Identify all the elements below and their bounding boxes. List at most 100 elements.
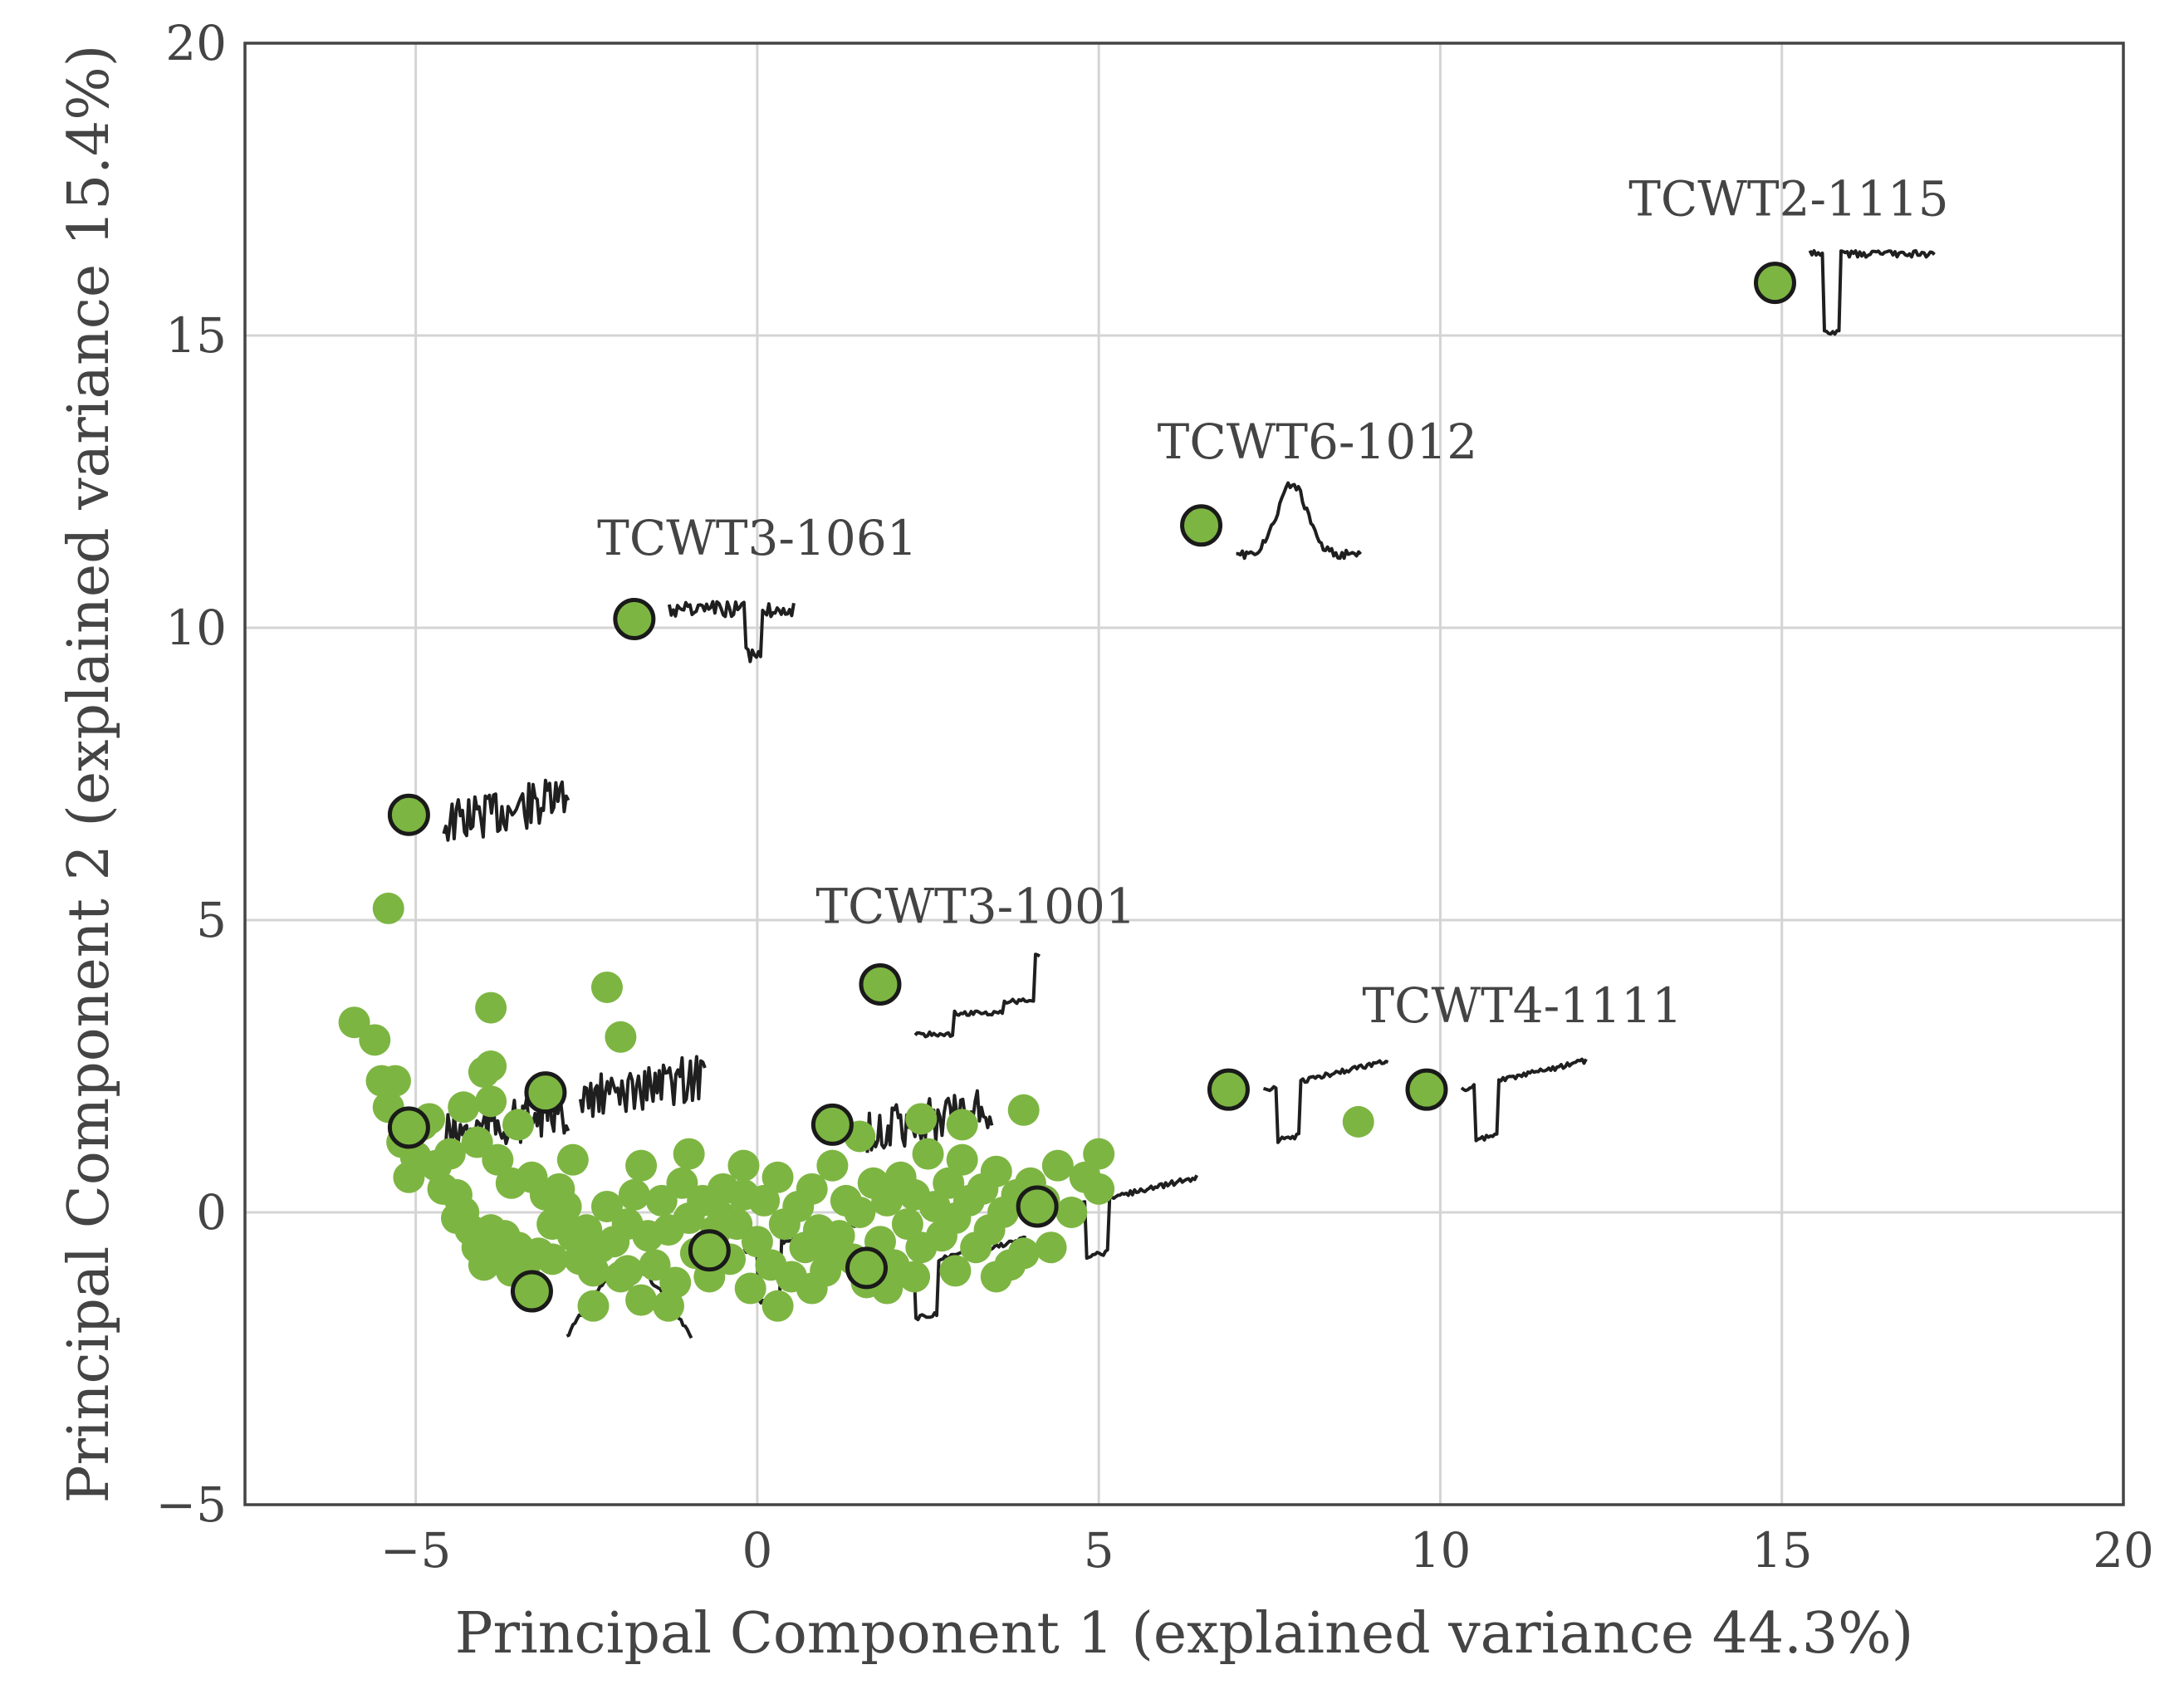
y-tick-label: 0 <box>196 1184 227 1241</box>
x-tick-label: −5 <box>380 1522 452 1579</box>
data-point <box>372 892 404 924</box>
x-tick-label: 5 <box>1084 1522 1114 1579</box>
data-point <box>905 1103 938 1135</box>
plot-frame <box>243 42 2125 1506</box>
point-annotation: TCWT2-1115 <box>1628 171 1948 228</box>
outlined-data-point <box>387 793 430 836</box>
signal-trace <box>913 952 1041 1039</box>
data-point <box>666 1167 698 1199</box>
data-point <box>359 1024 391 1056</box>
point-annotation: TCWT6-1012 <box>1158 414 1477 470</box>
data-point <box>605 1021 637 1053</box>
signal-trace <box>1070 1174 1199 1261</box>
data-point <box>502 1109 535 1141</box>
signal-trace <box>1236 481 1363 561</box>
data-point <box>1007 1237 1040 1270</box>
signal-trace <box>1808 249 1936 336</box>
x-tick-label: 15 <box>1751 1522 1813 1579</box>
outlined-data-point <box>1180 504 1223 547</box>
data-point <box>550 1190 582 1222</box>
data-point <box>448 1091 480 1124</box>
point-annotation: TCWT4-1111 <box>1362 977 1682 1034</box>
y-tick-label: 20 <box>165 15 227 71</box>
outlined-data-point <box>810 1103 854 1146</box>
y-tick-label: 15 <box>165 307 227 364</box>
data-point <box>1035 1231 1067 1264</box>
y-tick-label: 5 <box>196 892 227 948</box>
data-point <box>625 1284 658 1316</box>
data-point <box>379 1065 411 1097</box>
outlined-data-point <box>510 1270 553 1313</box>
x-tick-label: 20 <box>2093 1522 2154 1579</box>
data-point <box>1041 1149 1074 1182</box>
outlined-data-point <box>1754 262 1797 305</box>
data-point <box>891 1208 923 1241</box>
data-point <box>734 1272 766 1305</box>
annotation-layer: TCWT2-1115 TCWT6-1012 TCWT3-1061 TCWT3-1001… <box>597 171 1949 1035</box>
point-layer <box>338 262 1797 1322</box>
data-point <box>536 1243 569 1275</box>
signal-trace <box>578 1055 707 1119</box>
data-point <box>433 1138 466 1170</box>
signal-trace <box>442 778 570 842</box>
data-point <box>912 1138 944 1170</box>
outlined-data-point <box>859 962 902 1006</box>
data-point <box>618 1178 650 1211</box>
data-point <box>1055 1197 1088 1228</box>
signal-trace <box>442 1090 570 1155</box>
outlined-data-point <box>845 1246 889 1290</box>
outlined-data-point <box>613 597 656 640</box>
data-point <box>652 1290 684 1322</box>
signal-trace <box>1262 1059 1389 1144</box>
data-point <box>844 1197 876 1228</box>
data-point <box>440 1202 473 1235</box>
data-point <box>761 1290 794 1322</box>
data-point <box>590 971 623 1003</box>
data-point <box>590 1190 623 1222</box>
data-point <box>796 1173 828 1205</box>
data-point <box>761 1161 794 1193</box>
data-point <box>475 991 507 1024</box>
data-point <box>556 1143 589 1176</box>
data-point <box>946 1109 978 1141</box>
data-point <box>816 1237 849 1270</box>
data-point <box>980 1155 1012 1187</box>
tick-label-layer: −5 0 5 10 15 20 −5 0 5 10 15 20 <box>156 15 2154 1579</box>
data-point <box>1083 1173 1115 1205</box>
data-point <box>393 1161 425 1193</box>
data-point <box>1007 1094 1040 1126</box>
data-point <box>980 1261 1012 1293</box>
x-tick-label: 0 <box>742 1522 772 1579</box>
data-point <box>475 1085 507 1118</box>
y-tick-label: 10 <box>165 600 227 656</box>
data-point <box>939 1255 972 1287</box>
data-point <box>933 1167 965 1199</box>
outlined-data-point <box>387 1106 430 1149</box>
data-point <box>495 1167 527 1199</box>
data-point <box>475 1050 507 1082</box>
data-point <box>871 1184 903 1217</box>
data-point <box>946 1143 978 1176</box>
signal-trace <box>1460 1057 1588 1143</box>
data-point <box>577 1290 610 1322</box>
data-point <box>1342 1105 1374 1138</box>
data-point <box>741 1226 773 1258</box>
data-point <box>639 1249 671 1281</box>
data-point <box>727 1149 760 1182</box>
data-point <box>611 1255 644 1287</box>
data-point <box>625 1149 658 1182</box>
x-tick-label: 10 <box>1410 1522 1472 1579</box>
outlined-data-point <box>688 1229 731 1272</box>
data-point <box>673 1138 705 1170</box>
signal-trace <box>667 600 796 663</box>
data-point <box>796 1272 828 1305</box>
data-point <box>482 1143 514 1176</box>
y-tick-label: −5 <box>156 1476 228 1533</box>
data-point <box>338 1006 370 1039</box>
data-point <box>899 1261 931 1293</box>
outlined-data-point <box>1405 1068 1448 1111</box>
data-point <box>1083 1138 1115 1170</box>
data-point <box>645 1184 678 1217</box>
